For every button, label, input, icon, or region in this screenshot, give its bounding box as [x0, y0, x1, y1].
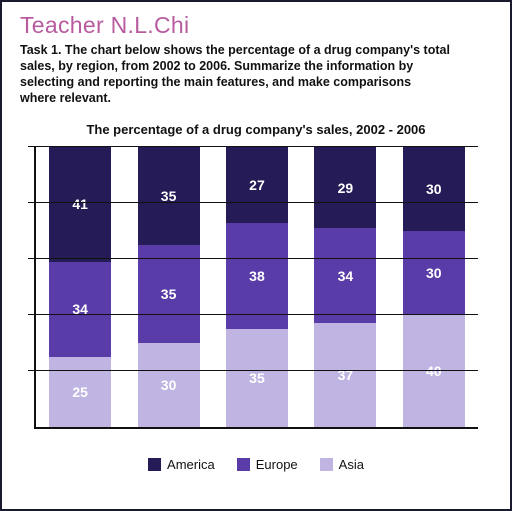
chart-gridline — [28, 146, 478, 147]
page-title: Teacher N.L.Chi — [20, 12, 492, 39]
legend-label: Asia — [339, 457, 364, 472]
bar-segment-america: 30 — [403, 147, 465, 231]
bar-segment-america: 29 — [314, 147, 376, 228]
legend-swatch — [148, 458, 161, 471]
bar-segment-asia: 30 — [138, 343, 200, 427]
legend-label: Europe — [256, 457, 298, 472]
bar-segment-value: 29 — [338, 180, 354, 196]
legend-item-america: America — [148, 457, 215, 472]
bar-segment-value: 34 — [72, 301, 88, 317]
bar-column: 40 30 30 — [403, 147, 465, 427]
bar-segment-america: 41 — [49, 147, 111, 262]
task-description: Task 1. The chart below shows the percen… — [20, 42, 450, 106]
bar-segment-value: 30 — [161, 377, 177, 393]
bar-segment-asia: 25 — [49, 357, 111, 427]
bar-segment-value: 35 — [161, 286, 177, 302]
bar-column: 35 38 27 — [226, 147, 288, 427]
bar-segment-europe: 30 — [403, 231, 465, 315]
bar-column: 25 34 41 — [49, 147, 111, 427]
chart-gridline — [28, 258, 478, 259]
bar-segment-value: 30 — [426, 265, 442, 281]
chart-gridline — [28, 314, 478, 315]
chart-plot: 25 34 41 30 35 35 35 38 27 37 34 29 40 30 30 — [34, 147, 478, 429]
bar-segment-america: 35 — [138, 147, 200, 245]
bar-segment-value: 27 — [249, 177, 265, 193]
bar-segment-europe: 34 — [314, 228, 376, 323]
bar-segment-asia: 35 — [226, 329, 288, 427]
bar-segment-value: 30 — [426, 181, 442, 197]
bar-segment-value: 38 — [249, 268, 265, 284]
chart-area: 25 34 41 30 35 35 35 38 27 37 34 29 40 30 30 — [20, 147, 492, 447]
bar-segment-america: 27 — [226, 147, 288, 223]
bar-segment-value: 40 — [426, 363, 442, 379]
legend-swatch — [320, 458, 333, 471]
legend-swatch — [237, 458, 250, 471]
legend-item-europe: Europe — [237, 457, 298, 472]
bar-segment-value: 25 — [72, 384, 88, 400]
chart-bars: 25 34 41 30 35 35 35 38 27 37 34 29 40 30 30 — [36, 147, 478, 427]
bar-column: 30 35 35 — [138, 147, 200, 427]
legend-item-asia: Asia — [320, 457, 364, 472]
chart-gridline — [28, 370, 478, 371]
chart-gridline — [28, 202, 478, 203]
chart-title: The percentage of a drug company's sales… — [20, 122, 492, 137]
page-frame: Teacher N.L.Chi Task 1. The chart below … — [0, 0, 512, 511]
bar-segment-europe: 34 — [49, 262, 111, 357]
bar-segment-asia: 37 — [314, 323, 376, 427]
bar-column: 37 34 29 — [314, 147, 376, 427]
bar-segment-asia: 40 — [403, 315, 465, 427]
bar-segment-value: 34 — [338, 268, 354, 284]
bar-segment-europe: 35 — [138, 245, 200, 343]
chart-legend: America Europe Asia — [20, 457, 492, 472]
bar-segment-value: 35 — [249, 370, 265, 386]
bar-segment-value: 41 — [72, 196, 88, 212]
legend-label: America — [167, 457, 215, 472]
